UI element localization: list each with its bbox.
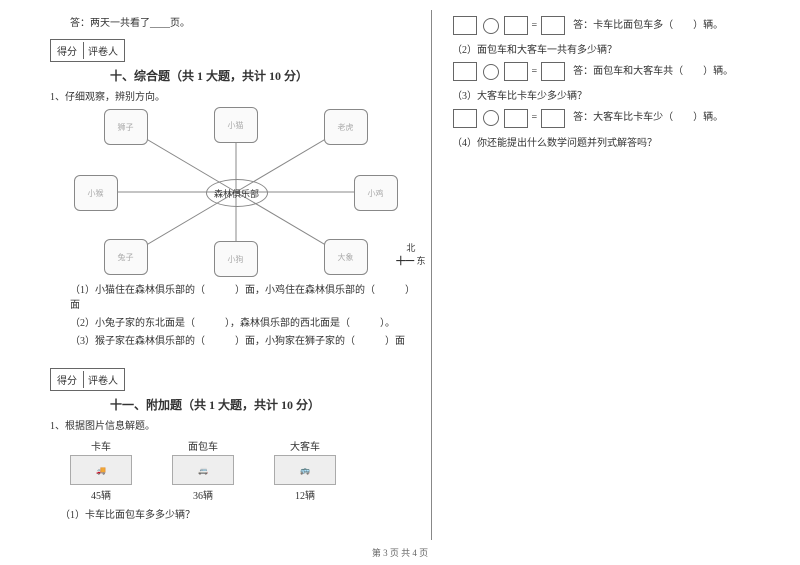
score-header: 得分 [53,42,81,59]
blank-box[interactable] [453,16,477,35]
vehicles-row: 卡车 🚚 45辆 面包车 🚐 36辆 大客车 🚌 12辆 [70,438,421,502]
node-w: 小猴 [74,175,118,211]
q10-sub2: （2）小兔子家的东北面是（ ），森林俱乐部的西北面是（ ）。 [70,314,421,329]
van-icon: 🚐 [172,455,234,485]
score-table-10: 得分 评卷人 [50,39,125,62]
node-nw: 狮子 [104,109,148,145]
score-table-11: 得分 评卷人 [50,368,125,391]
bus-icon: 🚌 [274,455,336,485]
section-10-title: 十、综合题（共 1 大题，共计 10 分） [110,67,421,84]
node-s: 小狗 [214,241,258,277]
center-node: 森林俱乐部 [206,179,268,207]
blank-box[interactable] [453,62,477,81]
eq-line-2: = 答：面包车和大客车共（ ）辆。 [452,62,770,81]
blank-box[interactable] [541,109,565,128]
ans2: 答：面包车和大客车共（ ）辆。 [573,66,733,77]
eq-line-3: = 答：大客车比卡车少（ ）辆。 [452,108,770,127]
vehicle-van: 面包车 🚐 36辆 [172,438,234,502]
ans3: 答：大客车比卡车少（ ）辆。 [573,112,723,123]
q11-sub4: （4）你还能提出什么数学问题并列式解答吗？ [452,134,770,149]
section-11-title: 十一、附加题（共 1 大题，共计 10 分） [110,396,421,413]
vehicle-name: 大客车 [274,438,336,453]
vehicle-name: 面包车 [172,438,234,453]
vehicle-count: 12辆 [274,487,336,502]
node-sw: 兔子 [104,239,148,275]
q11-sub3: （3）大客车比卡车少多少辆？ [452,87,770,102]
blank-box[interactable] [504,62,528,81]
truck-icon: 🚚 [70,455,132,485]
node-se: 大象 [324,239,368,275]
blank-box[interactable] [453,109,477,128]
compass-e: 东 [416,256,425,266]
q10-sub1: （1）小猫住在森林俱乐部的（ ）面，小鸡住在森林俱乐部的（ ）面 [70,281,421,311]
ans1: 答：卡车比面包车多（ ）辆。 [573,20,723,31]
page-footer: 第 3 页 共 4 页 [0,546,800,559]
q10-sub3: （3）猴子家在森林俱乐部的（ ）面，小狗家在狮子家的（ ）面 [70,332,421,347]
vehicle-count: 36辆 [172,487,234,502]
vehicle-truck: 卡车 🚚 45辆 [70,438,132,502]
eq-line-1: = 答：卡车比面包车多（ ）辆。 [452,16,770,35]
compass: 北 ╋━ 东 [396,241,425,267]
op-circle[interactable] [483,110,499,126]
q10-1: 1、仔细观察，辨别方向。 [50,88,421,103]
node-n: 小猫 [214,107,258,143]
answer-two-days: 答：两天一共看了____页。 [70,14,421,29]
node-ne: 老虎 [324,109,368,145]
node-e: 小鸡 [354,175,398,211]
grader-header: 评卷人 [83,371,122,388]
blank-box[interactable] [504,109,528,128]
compass-n: 北 [396,241,425,254]
grader-header: 评卷人 [83,42,122,59]
op-circle[interactable] [483,64,499,80]
forest-club-diagram: 狮子 小猫 老虎 小猴 小鸡 兔子 小狗 大象 森林俱乐部 北 ╋━ 东 [66,107,406,277]
q11-1: 1、根据图片信息解题。 [50,417,421,432]
q11-sub1: （1）卡车比面包车多多少辆？ [60,506,421,521]
score-header: 得分 [53,371,81,388]
vehicle-bus: 大客车 🚌 12辆 [274,438,336,502]
blank-box[interactable] [504,16,528,35]
op-circle[interactable] [483,18,499,34]
vehicle-count: 45辆 [70,487,132,502]
vehicle-name: 卡车 [70,438,132,453]
blank-box[interactable] [541,62,565,81]
q11-sub2: （2）面包车和大客车一共有多少辆？ [452,41,770,56]
blank-box[interactable] [541,16,565,35]
